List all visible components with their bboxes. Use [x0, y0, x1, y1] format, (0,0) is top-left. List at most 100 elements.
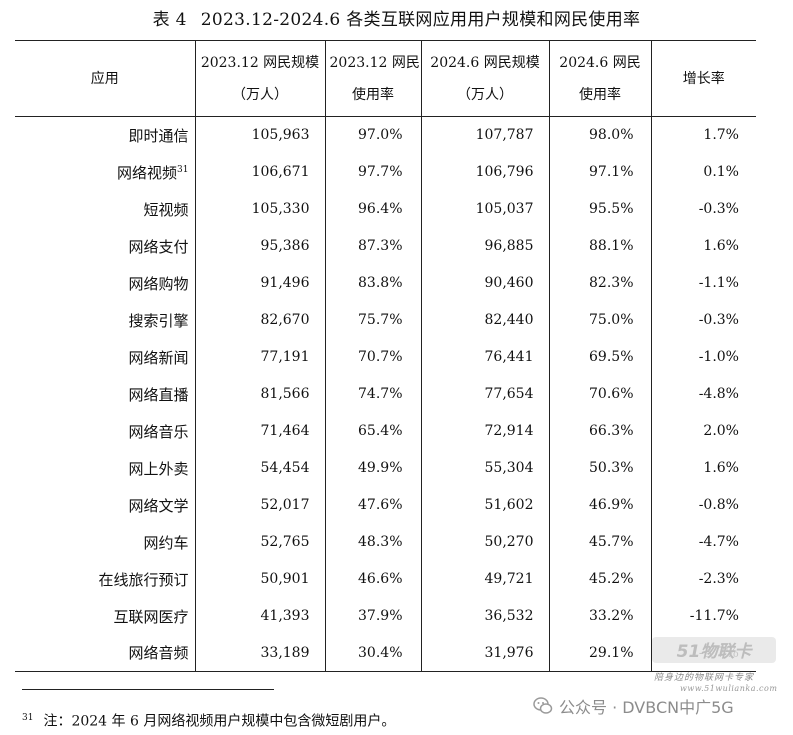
app-name: 即时通信 [128, 126, 189, 145]
cell-rate-2024: 98.0% [548, 116, 651, 154]
cell-users-2023: 50,901 [194, 560, 325, 598]
cell-users-2024: 77,654 [420, 375, 549, 413]
app-name: 搜索引擎 [128, 311, 189, 330]
cell-rate-2024: 45.7% [548, 523, 651, 561]
cell-rate-2023: 97.7% [324, 153, 421, 191]
app-name: 网络直播 [128, 385, 189, 404]
cell-users-2024: 55,304 [420, 449, 549, 487]
cell-users-2023: 91,496 [194, 264, 325, 302]
column-header-line2: （万人） [232, 86, 288, 103]
cell-rate-2023: 97.0% [324, 116, 421, 154]
cell-growth: -4.7% [650, 523, 756, 561]
app-name: 网约车 [143, 533, 189, 552]
table-row: 网上外卖 54,454 49.9% 55,304 50.3% 1.6% [15, 449, 756, 487]
table-row: 搜索引擎 82,670 75.7% 82,440 75.0% -0.3% [15, 301, 756, 339]
app-name: 网络视频 [117, 163, 178, 182]
app-name: 网络文学 [128, 496, 189, 515]
app-name-cell: 互联网医疗 [15, 598, 195, 635]
footnote: 31 注：2024 年 6 月网络视频用户规模中包含微短剧用户。 [22, 708, 395, 732]
column-header-line1: 2023.12 网民 [329, 54, 420, 71]
column-header-line1: 2024.6 网民 [559, 54, 641, 71]
table-caption: 表 4 2023.12-2024.6 各类互联网应用用户规模和网民使用率 [0, 8, 793, 32]
column-header-line1: 应用 [90, 70, 119, 87]
app-name: 网络音频 [128, 644, 189, 663]
cell-growth: -0.3% [650, 301, 756, 339]
table-header-row: 应用 2023.12 网民规模 （万人） 2023.12 网民 使用率 2024.6 网民… [15, 40, 756, 117]
cell-users-2023: 95,386 [194, 227, 325, 265]
cell-rate-2023: 96.4% [324, 190, 421, 228]
app-name-cell: 网络视频31 [15, 154, 195, 191]
cell-rate-2023: 87.3% [324, 227, 421, 265]
cell-users-2023: 52,017 [194, 486, 325, 524]
app-name: 网络支付 [128, 237, 189, 256]
cell-rate-2023: 83.8% [324, 264, 421, 302]
cell-rate-2023: 74.7% [324, 375, 421, 413]
cell-users-2023: 71,464 [194, 412, 325, 450]
cell-growth: 0.1% [650, 153, 756, 191]
table-row: 网络文学 52,017 47.6% 51,602 46.9% -0.8% [15, 486, 756, 524]
table-row: 网络视频31 106,671 97.7% 106,796 97.1% 0.1% [15, 153, 756, 191]
app-name-cell: 网约车 [15, 524, 195, 561]
cell-users-2023: 105,963 [194, 116, 325, 154]
cell-rate-2024: 88.1% [548, 227, 651, 265]
cell-rate-2023: 37.9% [324, 597, 421, 635]
cell-users-2024: 82,440 [420, 301, 549, 339]
table-row: 网络音乐 71,464 65.4% 72,914 66.3% 2.0% [15, 412, 756, 450]
app-name-cell: 网络音乐 [15, 413, 195, 450]
app-name-cell: 网络文学 [15, 487, 195, 524]
cell-users-2023: 41,393 [194, 597, 325, 635]
cell-rate-2024: 66.3% [548, 412, 651, 450]
wechat-icon [533, 697, 553, 714]
cell-users-2024: 96,885 [420, 227, 549, 265]
app-name: 网络购物 [128, 274, 189, 293]
cell-users-2024: 106,796 [420, 153, 549, 191]
table-row: 网络新闻 77,191 70.7% 76,441 69.5% -1.0% [15, 338, 756, 376]
cell-rate-2024: 69.5% [548, 338, 651, 376]
cell-growth: 1.6% [650, 227, 756, 265]
cell-rate-2023: 30.4% [324, 634, 421, 672]
watermark-logo: 51物联卡 [652, 637, 776, 663]
column-header-1: 2023.12 网民规模 （万人） [194, 40, 325, 117]
table-row: 在线旅行预订 50,901 46.6% 49,721 45.2% -2.3% [15, 560, 756, 598]
app-name: 网上外卖 [128, 459, 189, 478]
cell-users-2024: 107,787 [420, 116, 549, 154]
cell-users-2023: 33,189 [194, 634, 325, 672]
app-name-cell: 网络音频 [15, 634, 195, 672]
cell-rate-2024: 70.6% [548, 375, 651, 413]
footnote-mark: 31 [22, 713, 34, 723]
app-name-cell: 网络直播 [15, 376, 195, 413]
app-name: 网络音乐 [128, 422, 189, 441]
cell-growth: -11.7% [650, 597, 756, 635]
watermark-logo-background [652, 637, 776, 663]
cell-rate-2024: 29.1% [548, 634, 651, 672]
footnote-divider [22, 689, 274, 690]
cell-rate-2023: 48.3% [324, 523, 421, 561]
table-row: 网约车 52,765 48.3% 50,270 45.7% -4.7% [15, 523, 756, 561]
cell-rate-2024: 45.2% [548, 560, 651, 598]
cell-users-2023: 81,566 [194, 375, 325, 413]
column-header-line2: 使用率 [352, 86, 394, 103]
footnote-text: 注：2024 年 6 月网络视频用户规模中包含微短剧用户。 [43, 713, 396, 730]
cell-rate-2024: 82.3% [548, 264, 651, 302]
column-header-line1: 2024.6 网民规模 [430, 54, 540, 71]
cell-growth: -0.8% [650, 486, 756, 524]
column-header-line1: 增长率 [682, 70, 725, 87]
cell-growth: 2.0% [650, 412, 756, 450]
column-header-0: 应用 [15, 40, 195, 117]
table-row: 互联网医疗 41,393 37.9% 36,532 33.2% -11.7% [15, 597, 756, 635]
watermark-tagline: 陪身边的物联网卡专家 [654, 673, 755, 683]
cell-users-2023: 105,330 [194, 190, 325, 228]
watermark-logo-text: 51物联卡 [677, 642, 754, 662]
cell-rate-2024: 33.2% [548, 597, 651, 635]
column-header-line2: （万人） [457, 86, 513, 103]
table-row: 网络支付 95,386 87.3% 96,885 88.1% 1.6% [15, 227, 756, 265]
table-row: 网络购物 91,496 83.8% 90,460 82.3% -1.1% [15, 264, 756, 302]
cell-growth: -1.1% [650, 264, 756, 302]
cell-rate-2023: 75.7% [324, 301, 421, 339]
watermark-account-text: 公众号 · DVBCN中广5G [559, 698, 734, 717]
app-name: 短视频 [143, 200, 189, 219]
column-header-5: 增长率 [650, 40, 756, 117]
cell-users-2024: 51,602 [420, 486, 549, 524]
app-name-cell: 网络支付 [15, 228, 195, 265]
